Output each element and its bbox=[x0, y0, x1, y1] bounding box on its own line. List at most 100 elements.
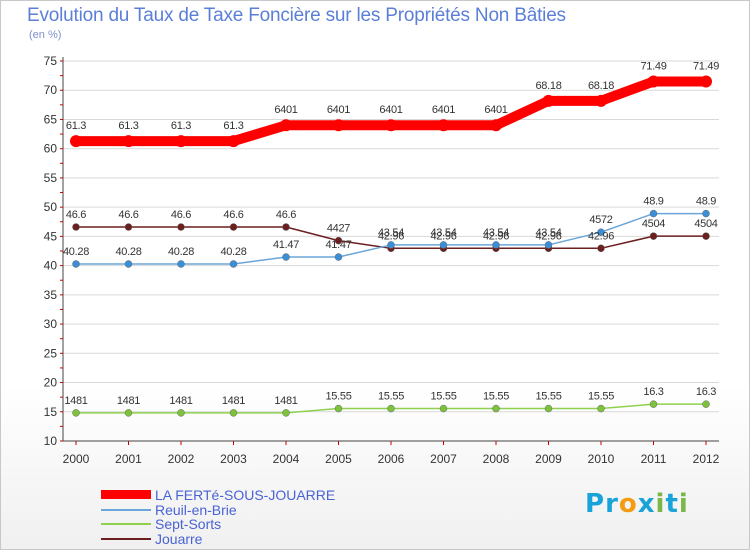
legend-item: Jouarre bbox=[101, 530, 203, 547]
data-label: 1481 bbox=[117, 395, 140, 407]
y-tick-label: 50 bbox=[44, 200, 58, 214]
logo-letter: t bbox=[665, 489, 679, 519]
data-point bbox=[334, 404, 343, 413]
x-tick-label: 2005 bbox=[325, 452, 352, 466]
y-tick-label: 30 bbox=[44, 317, 58, 331]
data-point bbox=[492, 241, 500, 249]
data-point bbox=[647, 75, 660, 88]
legend-swatch bbox=[101, 522, 151, 525]
legend-label: Jouarre bbox=[155, 530, 203, 547]
data-point bbox=[282, 409, 290, 417]
data-point bbox=[385, 119, 397, 132]
data-point bbox=[439, 241, 448, 249]
data-point bbox=[542, 94, 555, 107]
data-label: 42.96 bbox=[588, 230, 614, 242]
x-tick-label: 2001 bbox=[115, 452, 142, 466]
data-labels: 61.3 61.3 61.3 61.3 6401 6401 6401 6401 6401 68.1… bbox=[63, 61, 720, 407]
data-point bbox=[177, 409, 185, 417]
data-label: 61.3 bbox=[118, 120, 138, 132]
legend-item: LA FERTé-SOUS-JOUARRE bbox=[101, 487, 335, 503]
data-point bbox=[702, 209, 710, 218]
legend-label: Sept-Sorts bbox=[155, 515, 222, 532]
data-point bbox=[229, 223, 238, 231]
data-point bbox=[387, 404, 395, 413]
y-tick-label: 65 bbox=[44, 112, 58, 126]
data-label: 1481 bbox=[169, 395, 192, 407]
x-tick-label: 2008 bbox=[483, 452, 510, 466]
data-point bbox=[544, 241, 553, 249]
data-point bbox=[122, 135, 135, 148]
data-point bbox=[649, 232, 658, 240]
data-point bbox=[280, 119, 292, 132]
y-tick-label: 75 bbox=[44, 54, 58, 68]
data-point bbox=[72, 223, 80, 231]
data-label: 6401 bbox=[484, 104, 507, 116]
data-point bbox=[702, 232, 710, 240]
data-label: 68.18 bbox=[535, 80, 561, 92]
data-point bbox=[177, 260, 185, 268]
data-label: 15.55 bbox=[325, 391, 351, 403]
y-unit-label: (en %) bbox=[29, 29, 62, 41]
data-label: 6401 bbox=[432, 104, 455, 116]
data-label: 4572 bbox=[589, 214, 612, 226]
x-tick-label: 2006 bbox=[378, 452, 405, 466]
data-point bbox=[597, 244, 605, 253]
data-point bbox=[72, 260, 80, 268]
logo-letter: x bbox=[637, 489, 656, 519]
data-label: 4427 bbox=[327, 223, 350, 235]
data-label: 71.49 bbox=[640, 61, 666, 73]
data-label: 48.9 bbox=[643, 196, 663, 208]
proxiti-logo: Proxiti bbox=[585, 489, 689, 519]
data-label: 61.3 bbox=[66, 120, 86, 132]
x-tick-label: 2000 bbox=[63, 452, 90, 466]
y-tick-label: 40 bbox=[44, 259, 58, 273]
data-point bbox=[437, 119, 450, 132]
data-label: 40.28 bbox=[220, 246, 246, 258]
data-label: 68.18 bbox=[588, 80, 614, 92]
data-label: 42.96 bbox=[378, 230, 404, 242]
y-tick-label: 45 bbox=[44, 229, 58, 243]
data-label: 40.28 bbox=[168, 246, 194, 258]
data-label: 15.55 bbox=[483, 391, 509, 403]
legend-label: Reuil-en-Brie bbox=[155, 501, 237, 518]
data-point bbox=[124, 260, 133, 268]
data-point bbox=[124, 409, 133, 417]
data-label: 6401 bbox=[274, 104, 297, 116]
data-label: 42.96 bbox=[430, 230, 456, 242]
data-label: 42.96 bbox=[535, 230, 561, 242]
data-label: 43.54 bbox=[483, 227, 509, 239]
y-tick-label: 20 bbox=[44, 376, 58, 390]
legend-swatch bbox=[101, 537, 151, 540]
logo-letter: i bbox=[655, 489, 666, 519]
x-tick-label: 2009 bbox=[535, 452, 562, 466]
data-point bbox=[597, 228, 605, 236]
x-tick-label: 2011 bbox=[641, 452, 667, 466]
logo-letter: r bbox=[605, 489, 619, 519]
data-label: 46.6 bbox=[66, 209, 86, 221]
data-point bbox=[334, 253, 343, 261]
data-label: 48.9 bbox=[696, 196, 716, 208]
data-point bbox=[229, 409, 238, 417]
data-label: 46.6 bbox=[223, 209, 243, 221]
y-tick-label: 10 bbox=[44, 434, 58, 448]
y-tick-label: 15 bbox=[44, 405, 58, 419]
y-tick-label: 60 bbox=[44, 142, 58, 156]
legend-item: Sept-Sorts bbox=[101, 515, 222, 532]
data-label: 42.96 bbox=[483, 230, 509, 242]
y-tick-label: 70 bbox=[44, 83, 58, 97]
data-label: 43.54 bbox=[535, 227, 561, 239]
data-point bbox=[700, 75, 712, 88]
data-label: 16.3 bbox=[643, 386, 663, 398]
data-point bbox=[544, 404, 553, 413]
data-point bbox=[282, 223, 290, 231]
data-label: 1481 bbox=[274, 395, 297, 407]
data-label: 16.3 bbox=[696, 386, 716, 398]
data-label: 6401 bbox=[379, 104, 402, 116]
data-label: 61.3 bbox=[171, 120, 191, 132]
logo-letter: i bbox=[678, 489, 689, 519]
y-tick-label: 35 bbox=[44, 288, 58, 302]
data-label: 15.55 bbox=[430, 391, 456, 403]
data-point bbox=[70, 135, 82, 148]
data-point bbox=[72, 409, 80, 417]
